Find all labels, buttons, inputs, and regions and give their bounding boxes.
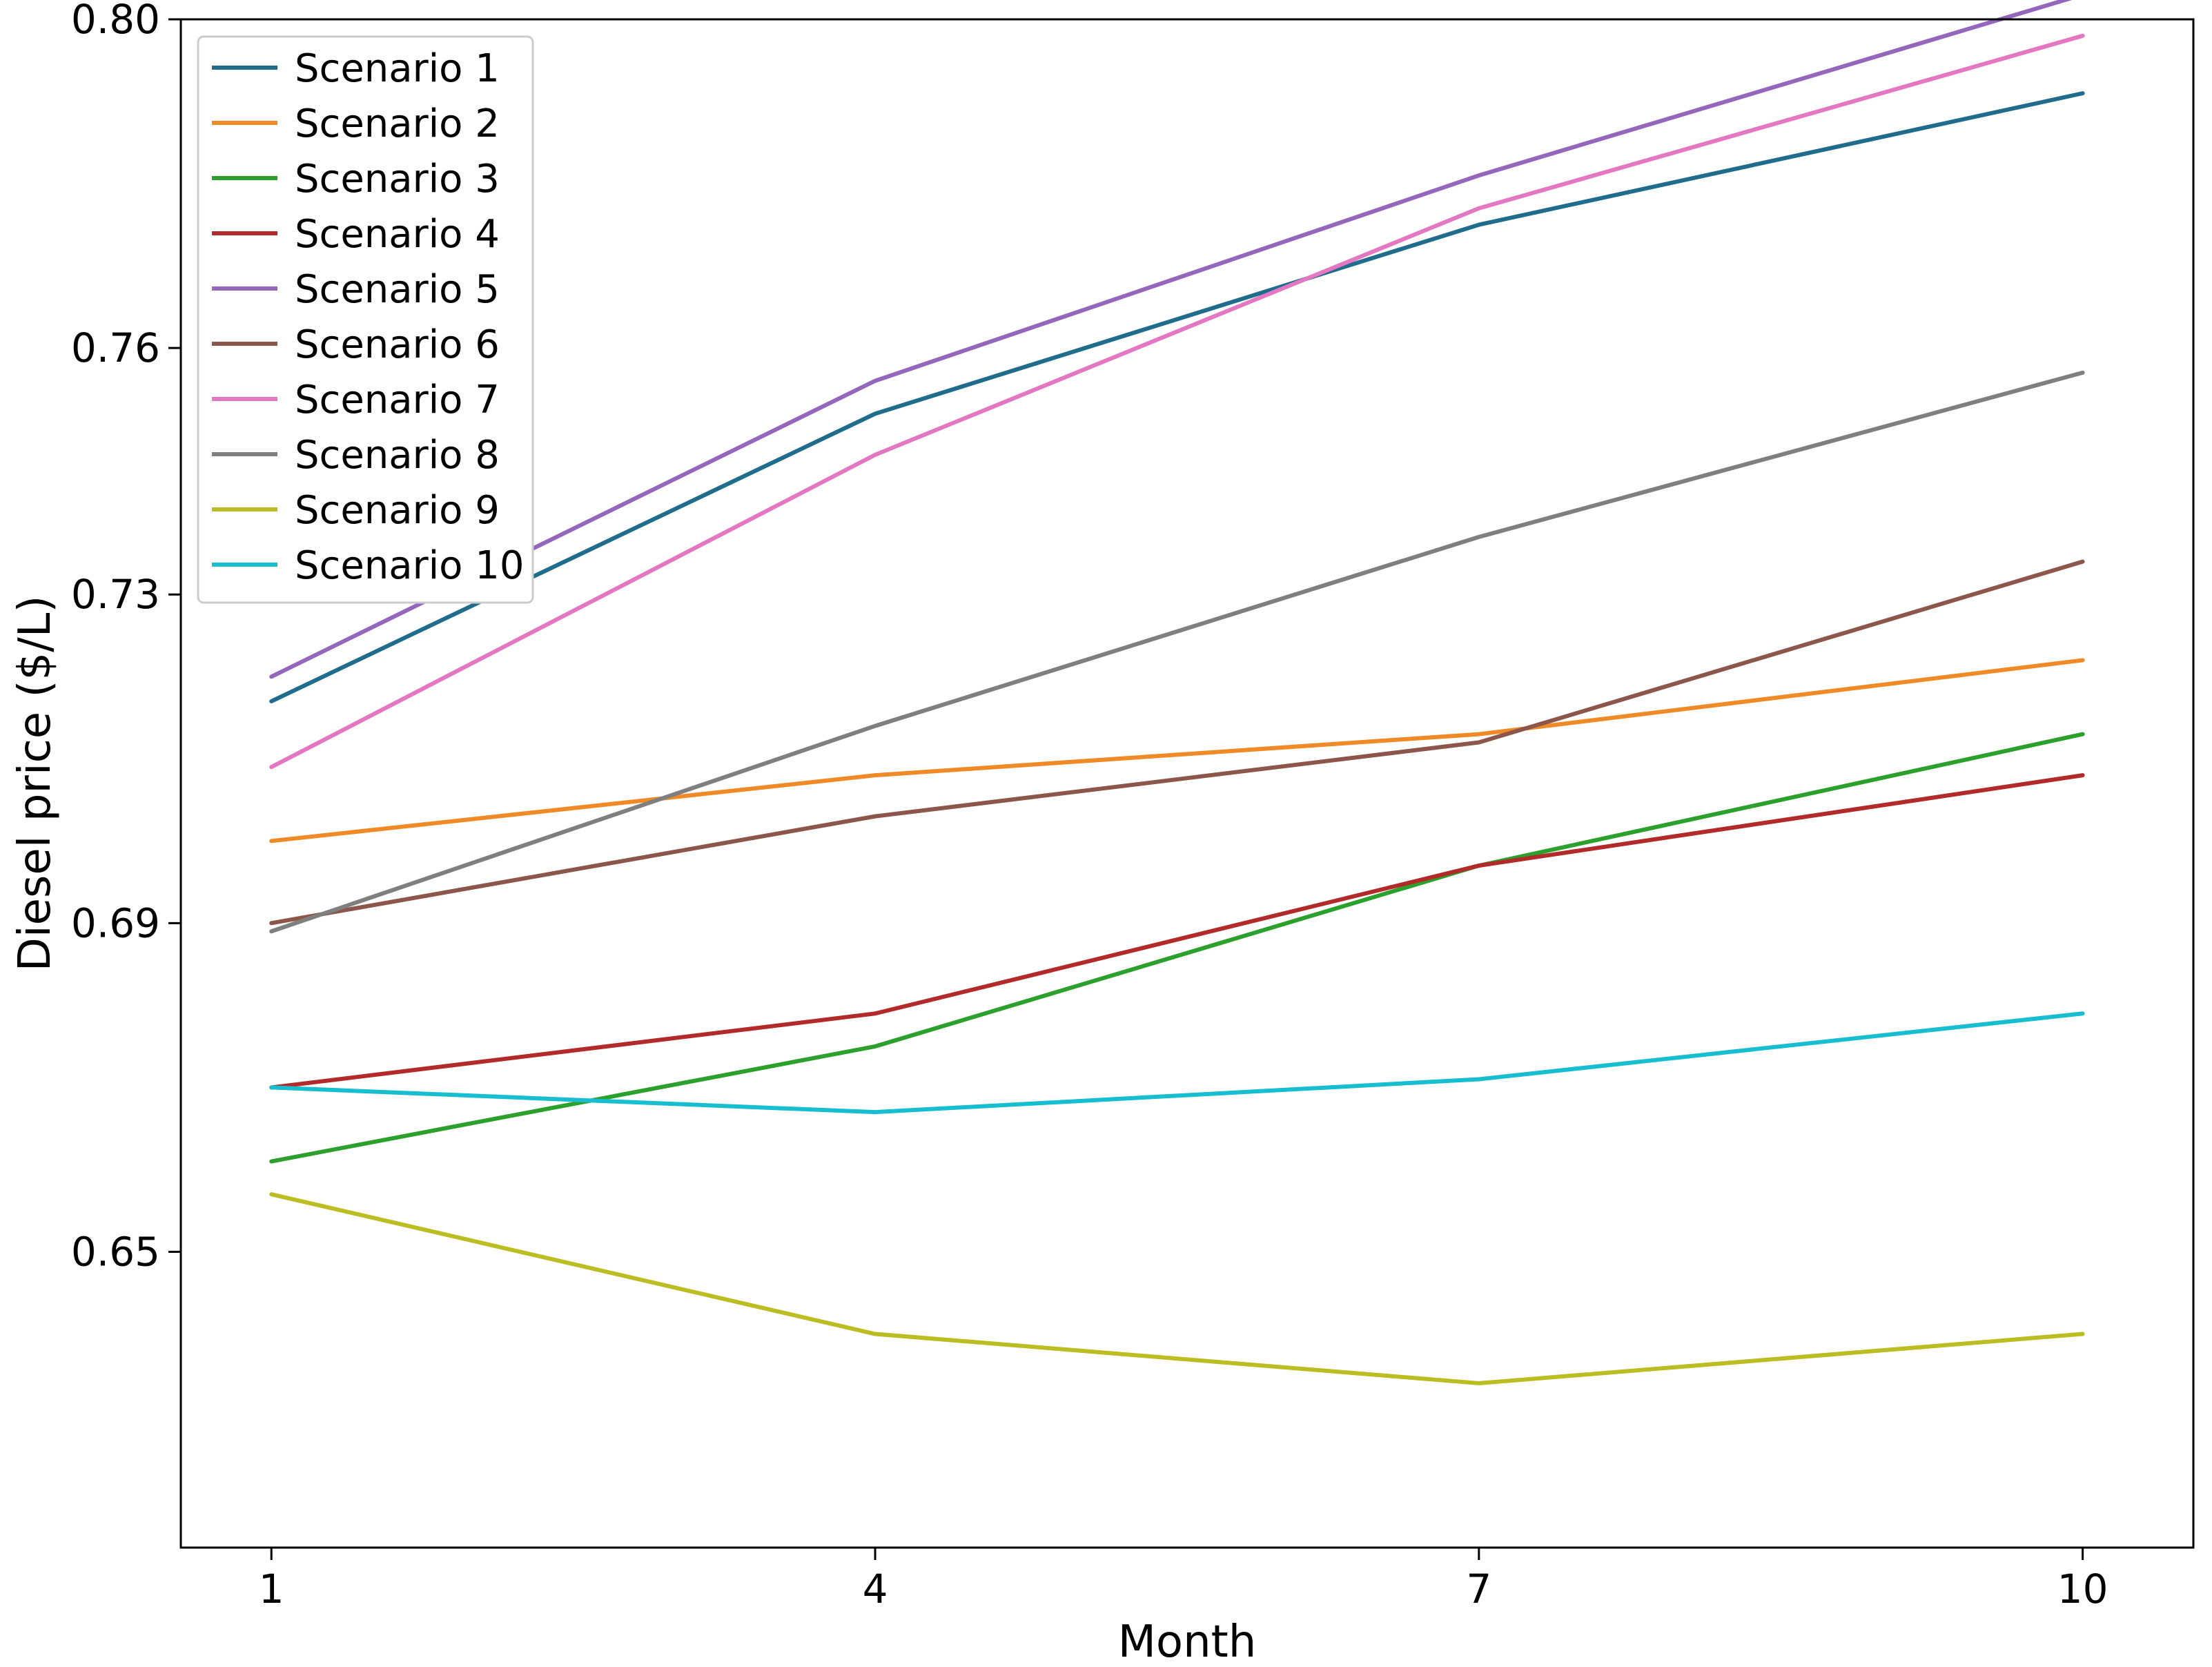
series-line — [269, 1011, 2085, 1115]
y-tick-label: 0.69 — [71, 899, 160, 946]
legend-label: Scenario 2 — [295, 101, 500, 146]
legend-label: Scenario 10 — [295, 543, 525, 588]
legend-label: Scenario 7 — [295, 378, 500, 422]
series-line — [269, 33, 2085, 770]
x-axis-title: Month — [1118, 1617, 1257, 1667]
series-line — [269, 370, 2085, 934]
legend-label: Scenario 5 — [295, 267, 500, 312]
y-tick-label: 0.73 — [71, 571, 160, 618]
series-layer — [269, 0, 2085, 1385]
y-tick-label: 0.80 — [71, 0, 160, 43]
legend-label: Scenario 8 — [295, 433, 500, 478]
x-tick-label: 1 — [259, 1566, 284, 1612]
legend-label: Scenario 9 — [295, 488, 500, 533]
legend: Scenario 1 Scenario 2 Scenario 3 Scenario 4… — [197, 35, 534, 604]
legend-label: Scenario 1 — [295, 46, 500, 91]
y-axis-title: Diesel price ($/L) — [10, 596, 61, 972]
series-line — [269, 91, 2085, 703]
plot-frame — [179, 18, 2195, 1549]
series-line — [269, 559, 2085, 926]
series-line — [269, 0, 2073, 679]
legend-label: Scenario 3 — [295, 157, 500, 202]
series-line — [269, 658, 2085, 844]
legend-label: Scenario 6 — [295, 322, 500, 367]
y-tick-label: 0.76 — [71, 324, 160, 371]
legend-label: Scenario 4 — [295, 212, 500, 257]
series-line — [269, 1192, 2085, 1385]
legend-box — [197, 35, 534, 604]
x-tick-label: 10 — [2057, 1566, 2108, 1612]
y-tick-label: 0.65 — [71, 1228, 160, 1275]
series-line — [269, 773, 2085, 1090]
x-tick-label: 4 — [863, 1566, 888, 1612]
x-tick-label: 7 — [1466, 1566, 1491, 1612]
axes-layer: 1 4 7 10 0.65 0.69 0.73 0.76 0.80 — [71, 0, 2108, 1612]
series-line — [269, 732, 2085, 1164]
